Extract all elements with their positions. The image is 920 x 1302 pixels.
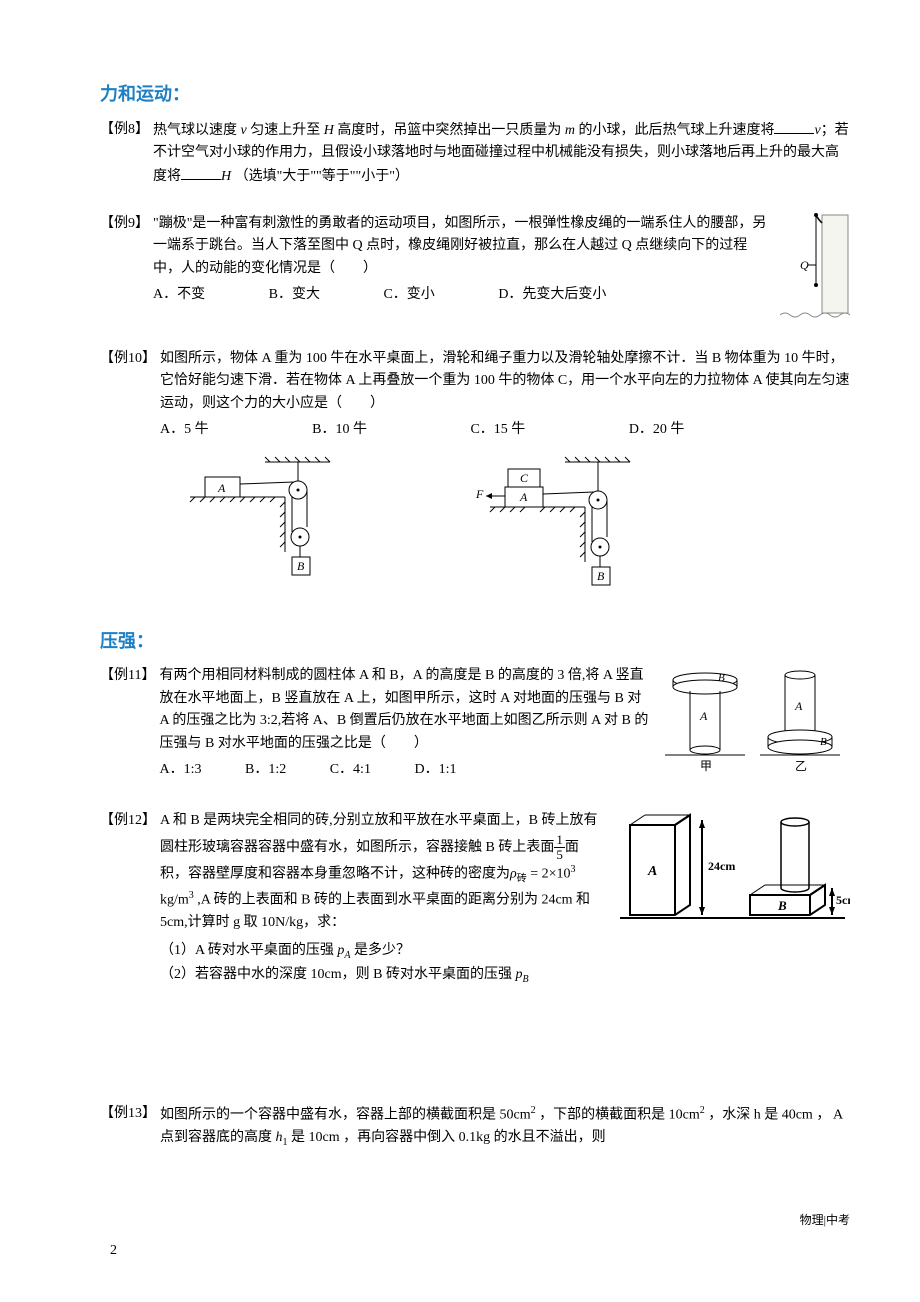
pulley-figure-1: A B <box>180 452 350 592</box>
options: A．不变 B．变大 C．变小 D．先变大后变小 <box>153 284 770 306</box>
option-d: D．先变大后变小 <box>498 284 606 306</box>
option-c: C．4:1 <box>330 759 371 781</box>
section-title-pressure: 压强： <box>100 627 850 656</box>
problem-text: A 和 B 是两块完全相同的砖,分别立放和平放在水平桌面上，B 砖上放有圆柱形玻… <box>160 810 600 987</box>
problem-11: B A 甲 A B 乙 【例11】 有两个用相同材料制成的圆柱体 A 和 B，A… <box>100 665 850 785</box>
option-a: A．5 牛 <box>160 419 209 441</box>
option-d: D．1:1 <box>414 759 456 781</box>
section-title-forces: 力和运动： <box>100 80 850 109</box>
option-c: C．变小 <box>383 284 434 306</box>
blank-2 <box>181 165 221 180</box>
bungee-figure: Q <box>780 213 850 323</box>
problem-tag: 【例9】 <box>100 213 153 235</box>
problem-13: 【例13】 如图所示的一个容器中盛有水，容器上部的横截面积是 50cm2 ，下部… <box>100 1103 850 1151</box>
options: A．5 牛 B．10 牛 C．15 牛 D．20 牛 <box>160 419 850 441</box>
svg-text:C: C <box>520 471 529 485</box>
svg-text:A: A <box>699 709 708 723</box>
svg-text:B: B <box>777 898 787 913</box>
cylinder-figure: B A 甲 A B 乙 <box>660 665 850 785</box>
problem-text: 如图所示，物体 A 重为 100 牛在水平桌面上，滑轮和绳子重力以及滑轮轴处摩擦… <box>160 348 850 415</box>
problem-12: A 24cm B 5cm 【例12】 <box>100 810 850 987</box>
option-a: A．1:3 <box>159 759 201 781</box>
option-a: A．不变 <box>153 284 205 306</box>
svg-text:B: B <box>597 569 605 583</box>
svg-text:A: A <box>217 481 226 495</box>
blank-1 <box>774 119 814 134</box>
svg-text:B: B <box>718 672 725 684</box>
problem-10: 【例10】 如图所示，物体 A 重为 100 牛在水平桌面上，滑轮和绳子重力以及… <box>100 348 850 602</box>
svg-text:F: F <box>475 487 484 501</box>
option-b: B．1:2 <box>245 759 286 781</box>
problem-text: 如图所示的一个容器中盛有水，容器上部的横截面积是 50cm2 ，下部的横截面积是… <box>160 1103 850 1151</box>
page-number: 2 <box>100 1240 850 1262</box>
option-b: B．变大 <box>269 284 320 306</box>
svg-text:甲: 甲 <box>700 759 712 773</box>
problem-8: 【例8】 热气球以速度 v 匀速上升至 H 高度时，吊篮中突然掉出一只质量为 m… <box>100 119 850 188</box>
svg-text:B: B <box>820 736 827 748</box>
brick-figure: A 24cm B 5cm <box>610 810 850 940</box>
svg-text:A: A <box>647 864 657 879</box>
footer-subject: 物理|中考 <box>100 1211 850 1230</box>
problem-text: "蹦极"是一种富有刺激性的勇敢者的运动项目，如图所示，一根弹性橡皮绳的一端系住人… <box>153 213 770 280</box>
svg-text:A: A <box>794 699 803 713</box>
svg-text:24cm: 24cm <box>708 859 735 873</box>
svg-text:5cm: 5cm <box>836 893 850 907</box>
problem-tag: 【例11】 <box>100 665 159 687</box>
problem-text: 有两个用相同材料制成的圆柱体 A 和 B，A 的高度是 B 的高度的 3 倍,将… <box>159 665 650 755</box>
problem-tag: 【例13】 <box>100 1103 160 1125</box>
options: A．1:3 B．1:2 C．4:1 D．1:1 <box>159 759 650 781</box>
svg-text:Q: Q <box>800 258 809 272</box>
option-c: C．15 牛 <box>470 419 525 441</box>
svg-text:A: A <box>519 490 528 504</box>
option-b: B．10 牛 <box>312 419 367 441</box>
problem-9: Q 【例9】 "蹦极"是一种富有刺激性的勇敢者的运动项目，如图所示，一根弹性橡皮… <box>100 213 850 323</box>
problem-tag: 【例10】 <box>100 348 160 370</box>
svg-text:B: B <box>297 559 305 573</box>
problem-tag: 【例12】 <box>100 810 160 832</box>
pulley-figure-2: C A F <box>470 452 650 602</box>
option-d: D．20 牛 <box>629 419 685 441</box>
problem-tag: 【例8】 <box>100 119 153 141</box>
svg-text:乙: 乙 <box>795 759 807 773</box>
problem-text: 热气球以速度 v 匀速上升至 H 高度时，吊篮中突然掉出一只质量为 m 的小球，… <box>153 119 850 188</box>
